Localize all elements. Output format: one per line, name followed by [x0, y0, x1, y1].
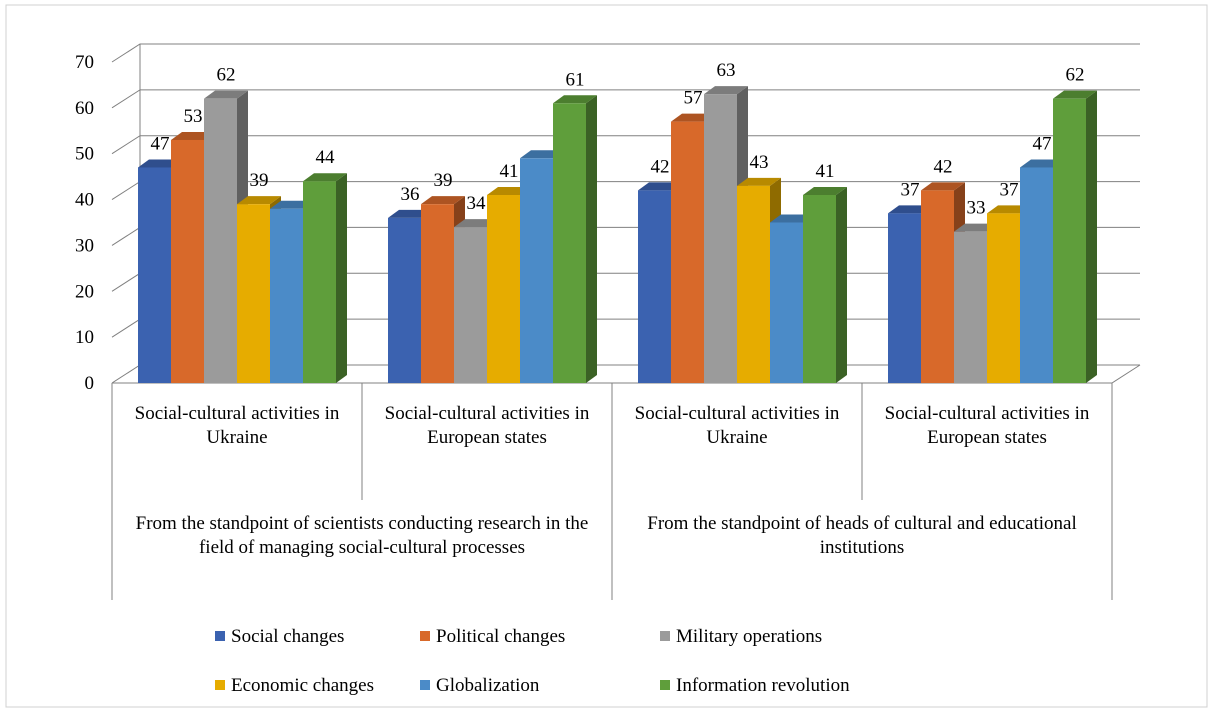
bar: [1020, 167, 1053, 383]
bar-top: [237, 196, 281, 205]
bar: [553, 103, 586, 384]
bar-side: [336, 173, 347, 383]
bar: [803, 194, 836, 383]
legend-label: Globalization: [436, 675, 540, 696]
legend-swatch: [215, 631, 225, 641]
bar: [487, 194, 520, 383]
bar: [303, 181, 336, 383]
bar: [770, 222, 803, 383]
x-tick-label: Social-cultural activities in European s…: [384, 403, 590, 448]
data-label: 42: [651, 156, 670, 177]
bar: [454, 227, 487, 383]
data-label: 41: [816, 161, 835, 182]
data-label: 63: [717, 60, 736, 81]
legend-label: Social changes: [231, 626, 344, 647]
legend-label: Information revolution: [676, 675, 850, 696]
bar: [638, 190, 671, 383]
bar-top: [553, 95, 597, 104]
data-label: 39: [434, 170, 453, 191]
bar-top: [737, 177, 781, 186]
data-label: 37: [1000, 179, 1019, 200]
group-label: From the standpoint of scientists conduc…: [135, 513, 589, 558]
data-label: 43: [750, 152, 769, 173]
bar: [987, 213, 1020, 383]
bar: [520, 158, 553, 383]
bar: [671, 121, 704, 383]
bar-side: [586, 95, 597, 384]
data-label: 33: [967, 198, 986, 219]
data-label: 39: [250, 170, 269, 191]
data-label: 57: [684, 88, 703, 109]
data-label: 42: [934, 156, 953, 177]
bar-top: [1053, 90, 1097, 99]
y-tick-label: 10: [75, 327, 94, 348]
data-label: 61: [566, 69, 585, 90]
bar-top: [303, 173, 347, 182]
bar: [204, 98, 237, 383]
data-label: 47: [151, 133, 170, 154]
data-label: 41: [500, 161, 519, 182]
legend-swatch: [660, 631, 670, 641]
y-tick-label: 60: [75, 98, 94, 119]
bar: [421, 204, 454, 383]
bar-top: [204, 90, 248, 99]
data-label: 34: [467, 193, 487, 214]
y-tick-label: 40: [75, 190, 94, 211]
bar: [270, 208, 303, 383]
bar: [237, 204, 270, 383]
grid-line: [111, 43, 1140, 63]
bar: [888, 213, 921, 383]
legend-swatch: [660, 680, 670, 690]
bar: [737, 185, 770, 383]
bar-top: [421, 196, 465, 205]
legend-swatch: [215, 680, 225, 690]
bar-side: [836, 186, 847, 383]
legend-label: Political changes: [436, 626, 565, 647]
data-label: 47: [1033, 133, 1052, 154]
y-tick-label: 0: [85, 373, 95, 394]
legend-swatch: [420, 631, 430, 641]
bar-side: [1086, 90, 1097, 383]
y-tick-label: 50: [75, 144, 94, 165]
data-label: 62: [217, 65, 236, 86]
bar-top: [921, 182, 965, 191]
bar: [138, 167, 171, 383]
bar: [388, 217, 421, 383]
group-label: From the standpoint of heads of cultural…: [647, 513, 1077, 558]
y-tick-label: 20: [75, 281, 94, 302]
x-tick-label: Social-cultural activities in Ukraine: [134, 403, 340, 448]
x-tick-label: Social-cultural activities in European s…: [884, 403, 1090, 448]
data-label: 62: [1066, 65, 1085, 86]
bar: [921, 190, 954, 383]
data-label: 53: [184, 106, 203, 127]
bar-top: [803, 186, 847, 195]
bar: [704, 94, 737, 383]
x-tick-label: Social-cultural activities in Ukraine: [634, 403, 840, 448]
chart-border: [5, 4, 1208, 708]
legend-label: Economic changes: [231, 675, 374, 696]
bar: [171, 139, 204, 383]
data-label: 36: [401, 184, 420, 205]
data-label: 44: [316, 147, 336, 168]
legend-swatch: [420, 680, 430, 690]
bar: [1053, 98, 1086, 383]
bar-top: [704, 86, 748, 95]
data-label: 37: [901, 179, 920, 200]
bar: [954, 231, 987, 383]
y-tick-label: 70: [75, 52, 94, 73]
grid-line: [111, 89, 1140, 109]
y-tick-label: 30: [75, 235, 94, 256]
legend-label: Military operations: [676, 626, 822, 647]
grid-line: [111, 135, 1140, 155]
